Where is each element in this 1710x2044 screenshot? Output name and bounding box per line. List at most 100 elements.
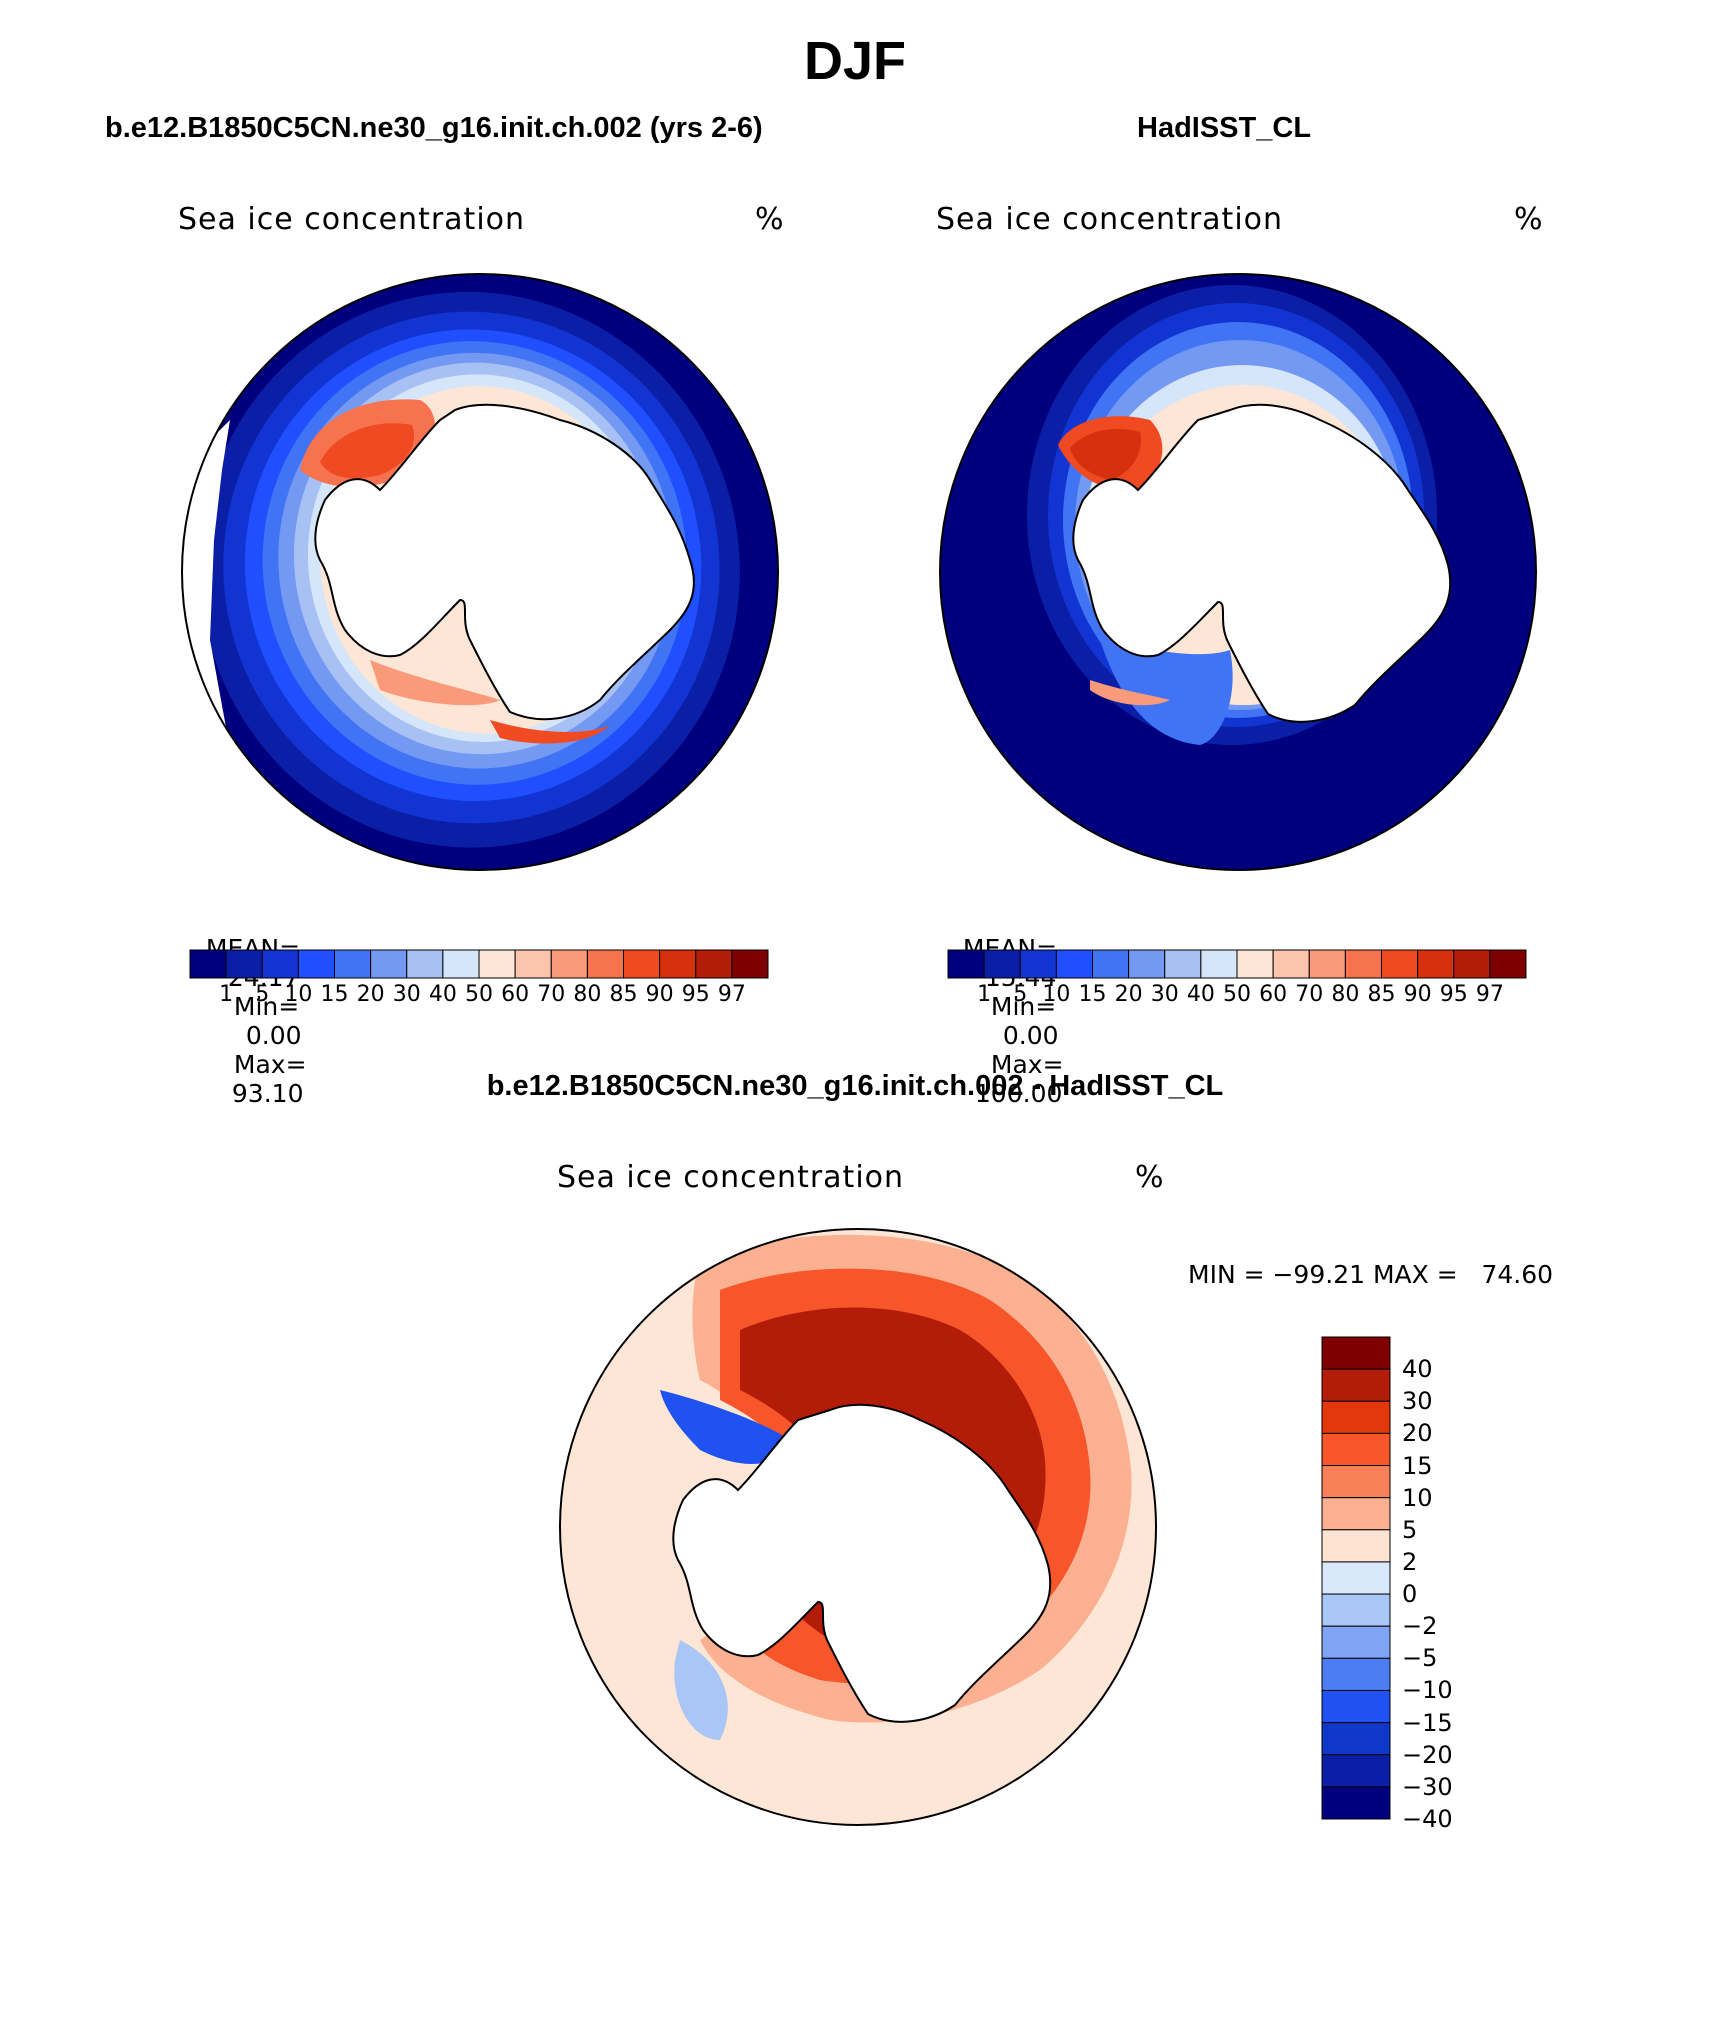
colorbar-diff-swatch [1321, 1432, 1391, 1467]
colorbar-diff-swatch [1321, 1368, 1391, 1402]
colorbar-diff-tick-label: −2 [1402, 1612, 1438, 1641]
colorbar-diff-tick-label: 10 [1402, 1483, 1433, 1512]
diff-stats: MIN = −99.21 MAX = 74.60 [1188, 1260, 1554, 1289]
colorbar-diff-swatch [1321, 1336, 1391, 1370]
colorbar-obs-swatch [1417, 949, 1455, 979]
colorbar-model-swatch [261, 949, 299, 979]
colorbar-obs-tick-label: 5 [1013, 982, 1028, 1007]
map-obs-outline [939, 273, 1537, 871]
figure-title: DJF [803, 31, 906, 91]
obs-antarctica [1072, 403, 1452, 723]
colorbar-diff [1321, 1336, 1391, 1820]
colorbar-diff-tick-label: −5 [1402, 1644, 1438, 1673]
colorbar-obs-swatch [1308, 949, 1346, 979]
panel1-case-title: b.e12.B1850C5CN.ne30_g16.init.ch.002 (yr… [105, 112, 763, 144]
colorbar-diff-tick-label: −30 [1402, 1772, 1453, 1801]
colorbar-model-tick-label: 95 [681, 982, 710, 1007]
colorbar-obs-tick-label: 80 [1331, 982, 1360, 1007]
colorbar-diff-tick-label: 5 [1402, 1515, 1418, 1544]
colorbar-model-tick-label: 70 [537, 982, 566, 1007]
model-weddell-core [320, 423, 415, 479]
colorbar-obs-tick-label: 20 [1114, 982, 1143, 1007]
colorbar-model-swatch [406, 949, 444, 979]
colorbar-model-swatch [225, 949, 263, 979]
colorbar-obs-swatch [1489, 949, 1527, 979]
colorbar-obs-swatch [1236, 949, 1274, 979]
colorbar-diff-tick-label: 2 [1402, 1547, 1418, 1576]
colorbar-model-tick-label: 97 [717, 982, 746, 1007]
colorbar-model-swatch [623, 949, 661, 979]
colorbar-diff-swatch [1321, 1400, 1391, 1434]
panel2-field-name: Sea ice concentration [936, 202, 1284, 237]
colorbar-model-tick-label: 10 [284, 982, 313, 1007]
colorbar-obs-tick-label: 95 [1439, 982, 1468, 1007]
colorbar-model-swatch [334, 949, 372, 979]
colorbar-model-swatch [550, 949, 588, 979]
colorbar-diff-tick-label: 20 [1402, 1419, 1433, 1448]
colorbar-obs-tick-label: 97 [1475, 982, 1504, 1007]
panel2-min-label: Min= [990, 992, 1057, 1021]
panel2-min-value: 0.00 [1002, 1021, 1059, 1050]
colorbar-model-swatch [478, 949, 516, 979]
colorbar-obs-swatch [983, 949, 1021, 979]
colorbar-obs-swatch [1381, 949, 1419, 979]
colorbar-model-tick-label: 1 [219, 982, 234, 1007]
colorbar-diff-swatch [1321, 1465, 1391, 1499]
diff-units: % [1135, 1160, 1165, 1195]
colorbar-model [189, 949, 769, 979]
colorbar-diff-swatch [1321, 1722, 1391, 1756]
colorbar-model-swatch [442, 949, 480, 979]
diff-antarctica [672, 1403, 1052, 1723]
colorbar-diff-swatch [1321, 1593, 1391, 1627]
colorbar-model-swatch [586, 949, 624, 979]
colorbar-obs-tick-label: 60 [1259, 982, 1288, 1007]
colorbar-model-swatch [297, 949, 335, 979]
colorbar-obs-tick-label: 50 [1223, 982, 1251, 1007]
colorbar-diff-tick-label: −10 [1402, 1676, 1453, 1705]
colorbar-diff-tick-label: 30 [1402, 1387, 1433, 1416]
colorbar-obs-swatch [1344, 949, 1382, 979]
model-antarctica [314, 403, 695, 721]
colorbar-diff-swatch [1321, 1561, 1391, 1595]
colorbar-diff-tick-label: 0 [1402, 1580, 1418, 1609]
colorbar-model-swatch [514, 949, 552, 979]
model-ross-ice-2 [490, 720, 610, 744]
colorbar-obs-tick-label: 1 [977, 982, 992, 1007]
colorbar-obs-swatch [1055, 949, 1093, 979]
colorbar-model-tick-label: 20 [356, 982, 385, 1007]
colorbar-model-tick-label: 30 [392, 982, 421, 1007]
colorbar-obs-swatch [1128, 949, 1166, 979]
panel2-max-label: Max= [990, 1050, 1064, 1079]
panel2-case-title: HadISST_CL [1137, 112, 1312, 144]
colorbar-obs-tick-label: 40 [1186, 982, 1215, 1007]
colorbar-model-swatch [189, 949, 227, 979]
panel2-max-value: 100.00 [974, 1079, 1063, 1108]
colorbar-model-swatch [659, 949, 697, 979]
model-ross-ice [370, 660, 500, 706]
colorbar-diff-tick-label: −40 [1402, 1805, 1453, 1833]
colorbar-obs-tick-label: 15 [1078, 982, 1107, 1007]
colorbar-model-swatch [731, 949, 769, 979]
diff-negative-ross [674, 1640, 728, 1740]
panel1-max-label: Max= [233, 1050, 307, 1079]
colorbar-model-tick-label: 5 [255, 982, 270, 1007]
map-diff [560, 1229, 1156, 1825]
panel1-units: % [755, 202, 785, 237]
panel1-min-label: Min= [233, 992, 300, 1021]
colorbar-model-tick-label: 85 [609, 982, 638, 1007]
colorbar-diff-swatch [1321, 1625, 1391, 1659]
colorbar-obs-tick-label: 30 [1150, 982, 1179, 1007]
colorbar-diff-swatch [1321, 1657, 1391, 1691]
colorbar-model-tick-label: 50 [465, 982, 493, 1007]
colorbar-model-tick-label: 40 [428, 982, 457, 1007]
colorbar-obs-tick-label: 85 [1367, 982, 1396, 1007]
colorbar-diff-swatch [1321, 1529, 1391, 1563]
colorbar-obs-tick-label: 10 [1042, 982, 1071, 1007]
obs-ross-ice [1090, 680, 1170, 706]
colorbar-diff-tick-label: −15 [1402, 1708, 1453, 1737]
map-diff-outline [559, 1228, 1157, 1826]
colorbar-obs [947, 949, 1527, 979]
map-model-outline [181, 273, 779, 871]
colorbar-diff-tick-label: 40 [1402, 1355, 1433, 1384]
